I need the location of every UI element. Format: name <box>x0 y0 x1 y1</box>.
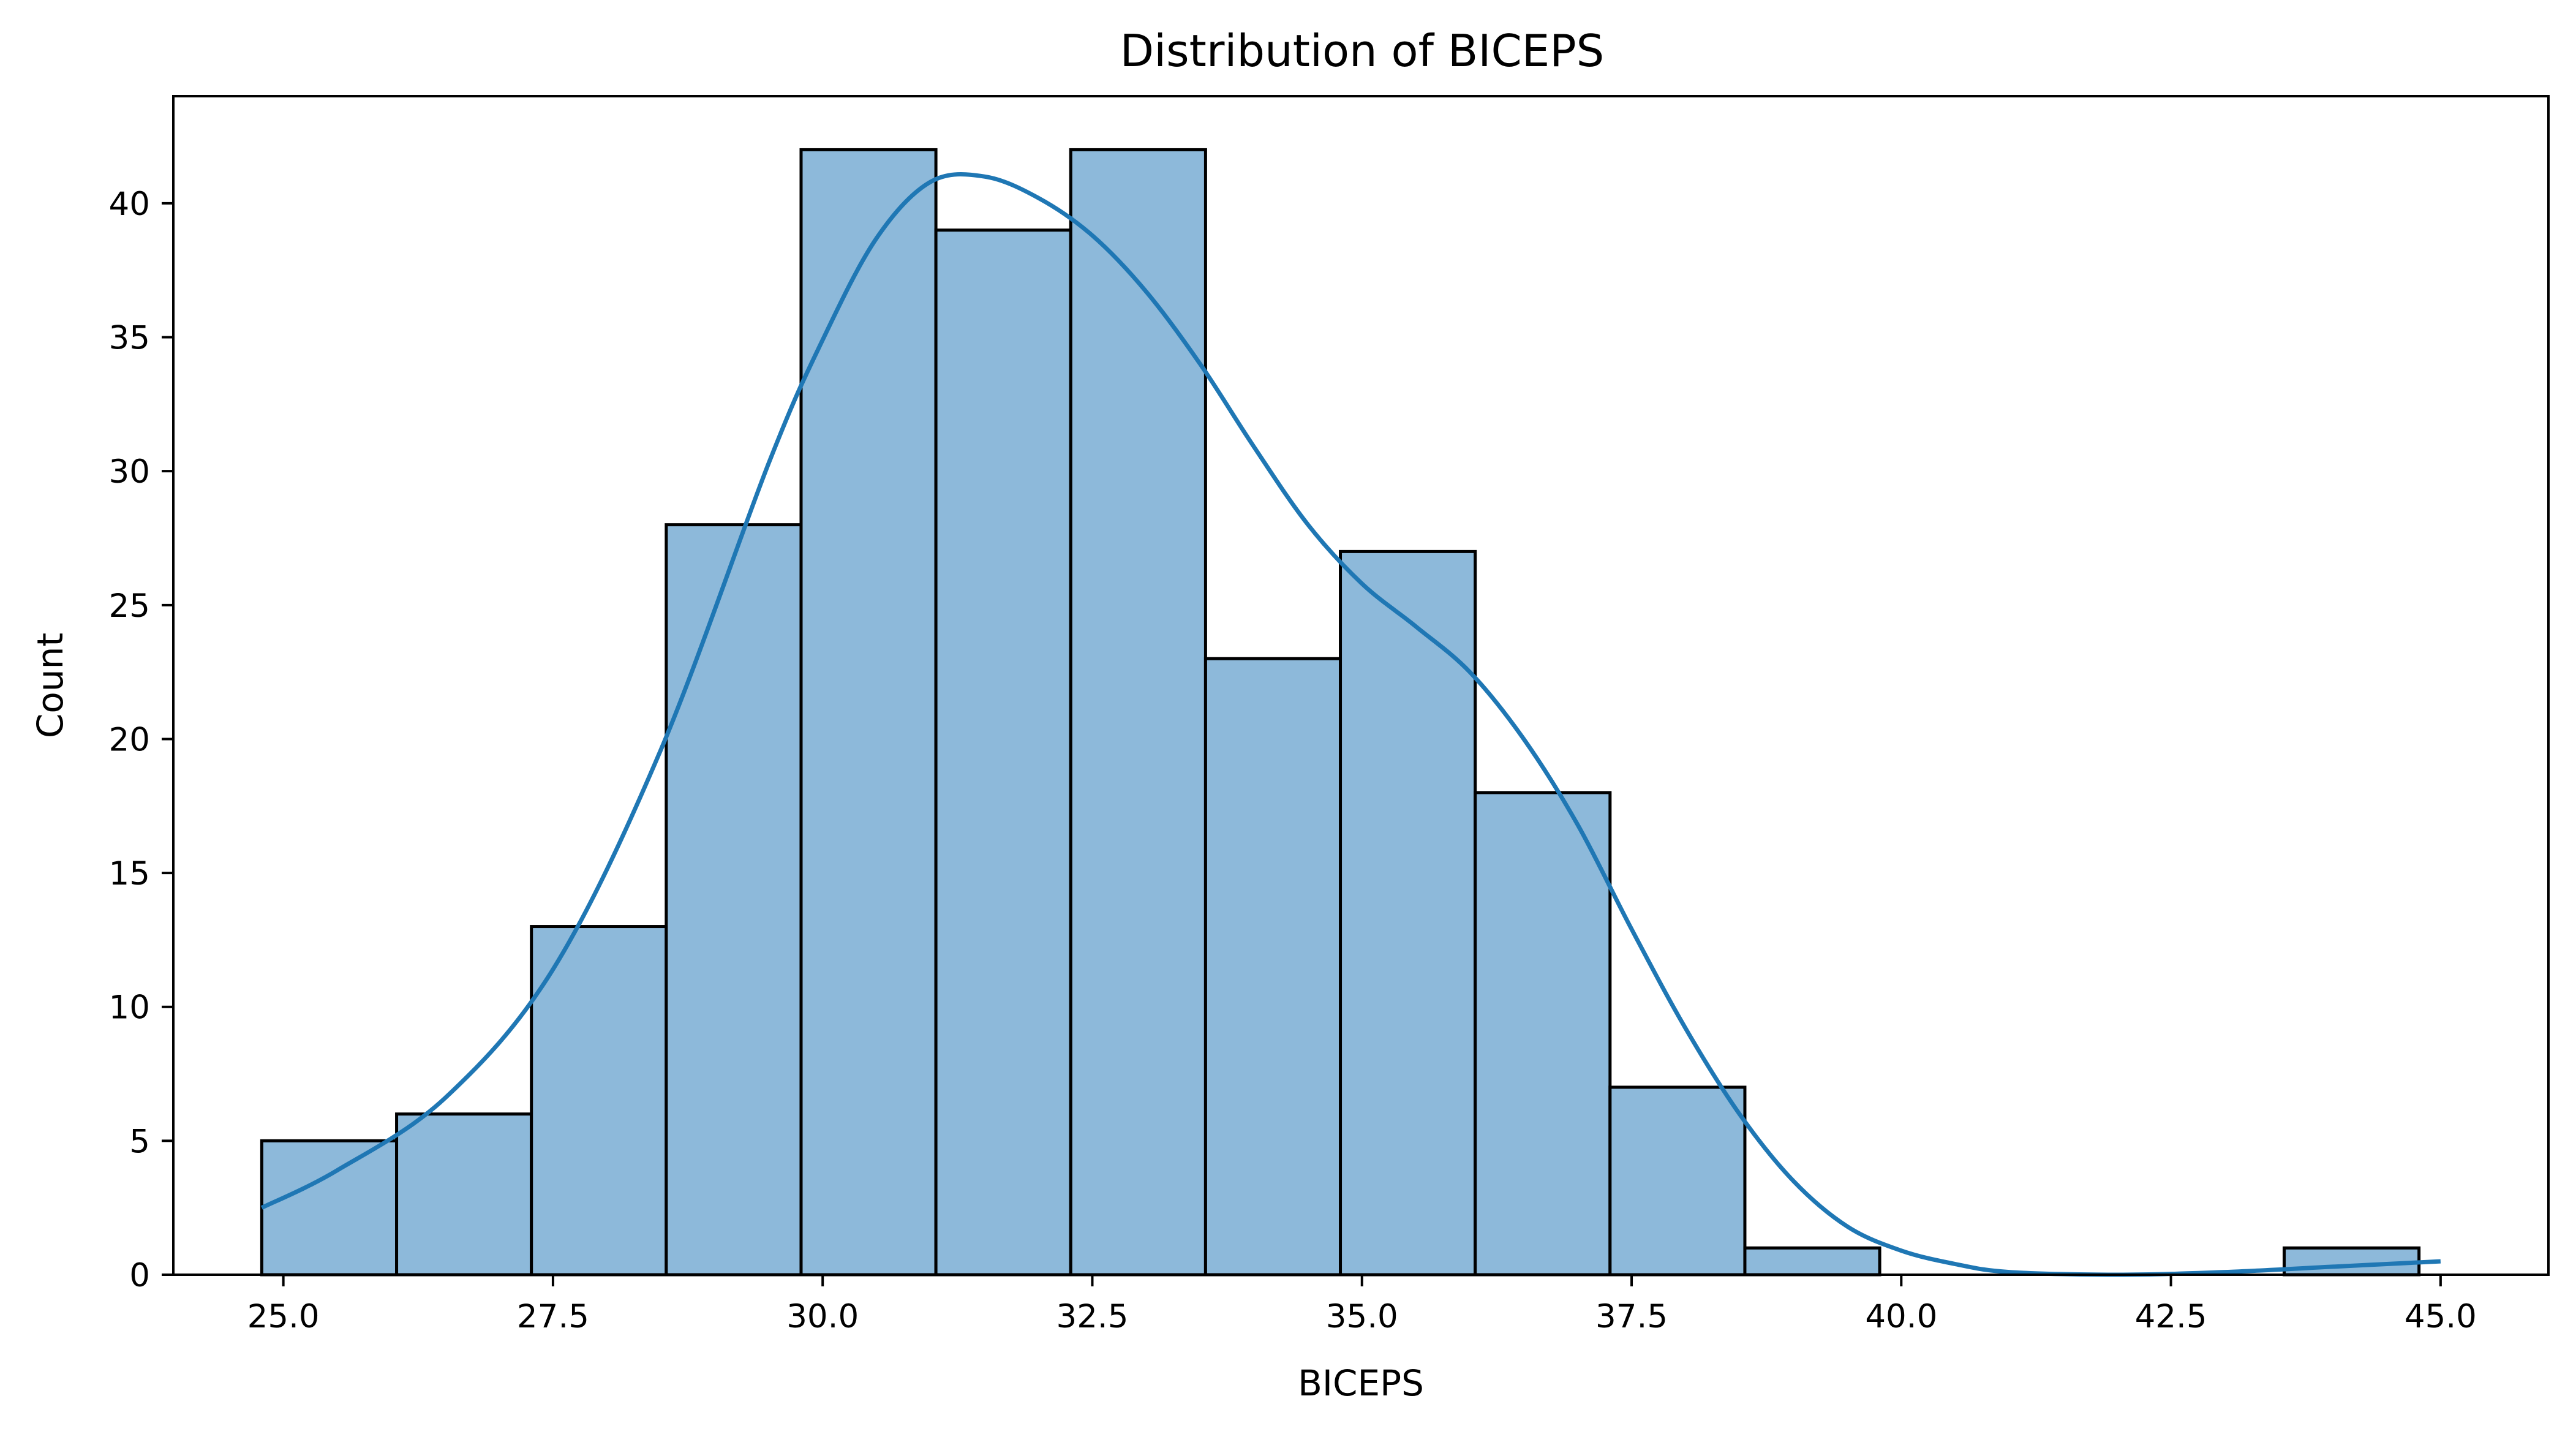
histogram-bar <box>260 1139 399 1277</box>
kde-line <box>260 172 2441 1277</box>
histogram-bar <box>1474 791 1612 1277</box>
x-tick-label: 32.5 <box>1056 1298 1128 1335</box>
x-axis-ticks: 25.0 27.5 30.0 32.5 35.0 37.5 40.0 42.5 45.0 <box>247 1275 2477 1335</box>
x-tick-label: 42.5 <box>2135 1298 2207 1335</box>
histogram-bar <box>1339 549 1477 1277</box>
x-tick-label: 25.0 <box>247 1298 320 1335</box>
kde-layer <box>260 172 2441 1277</box>
histogram-bar <box>665 523 803 1277</box>
histogram-bar <box>1743 1246 1881 1277</box>
y-tick-label: 10 <box>109 989 150 1027</box>
y-axis-ticks: 0 5 10 15 20 25 30 35 40 <box>109 186 173 1294</box>
y-tick-label: 0 <box>129 1257 150 1294</box>
histogram-bar <box>1069 148 1207 1277</box>
histogram-bar <box>1608 1085 1747 1277</box>
plot-frame <box>172 95 2550 1276</box>
y-tick-label: 15 <box>109 855 150 892</box>
y-tick-label: 30 <box>109 453 150 491</box>
x-tick-label: 37.5 <box>1595 1298 1668 1335</box>
y-tick-label: 20 <box>109 721 150 758</box>
histogram-bars <box>260 148 2421 1277</box>
y-axis-label: Count <box>29 633 71 738</box>
histogram-bar <box>934 228 1072 1277</box>
y-tick-label: 25 <box>109 587 150 625</box>
histogram-bar <box>1203 657 1343 1277</box>
x-tick-label: 35.0 <box>1326 1298 1398 1335</box>
histogram-bar <box>799 148 938 1277</box>
chart-title: Distribution of BICEPS <box>1120 25 1605 77</box>
histogram-bar <box>530 925 668 1277</box>
y-tick-label: 40 <box>109 186 150 223</box>
x-tick-label: 40.0 <box>1865 1298 1937 1335</box>
histogram-bar <box>395 1112 533 1277</box>
y-tick-label: 35 <box>109 320 150 357</box>
y-tick-label: 5 <box>129 1123 150 1160</box>
x-tick-label: 30.0 <box>786 1298 859 1335</box>
x-tick-label: 27.5 <box>517 1298 589 1335</box>
x-axis-label: BICEPS <box>1298 1362 1424 1404</box>
x-tick-label: 45.0 <box>2405 1298 2477 1335</box>
